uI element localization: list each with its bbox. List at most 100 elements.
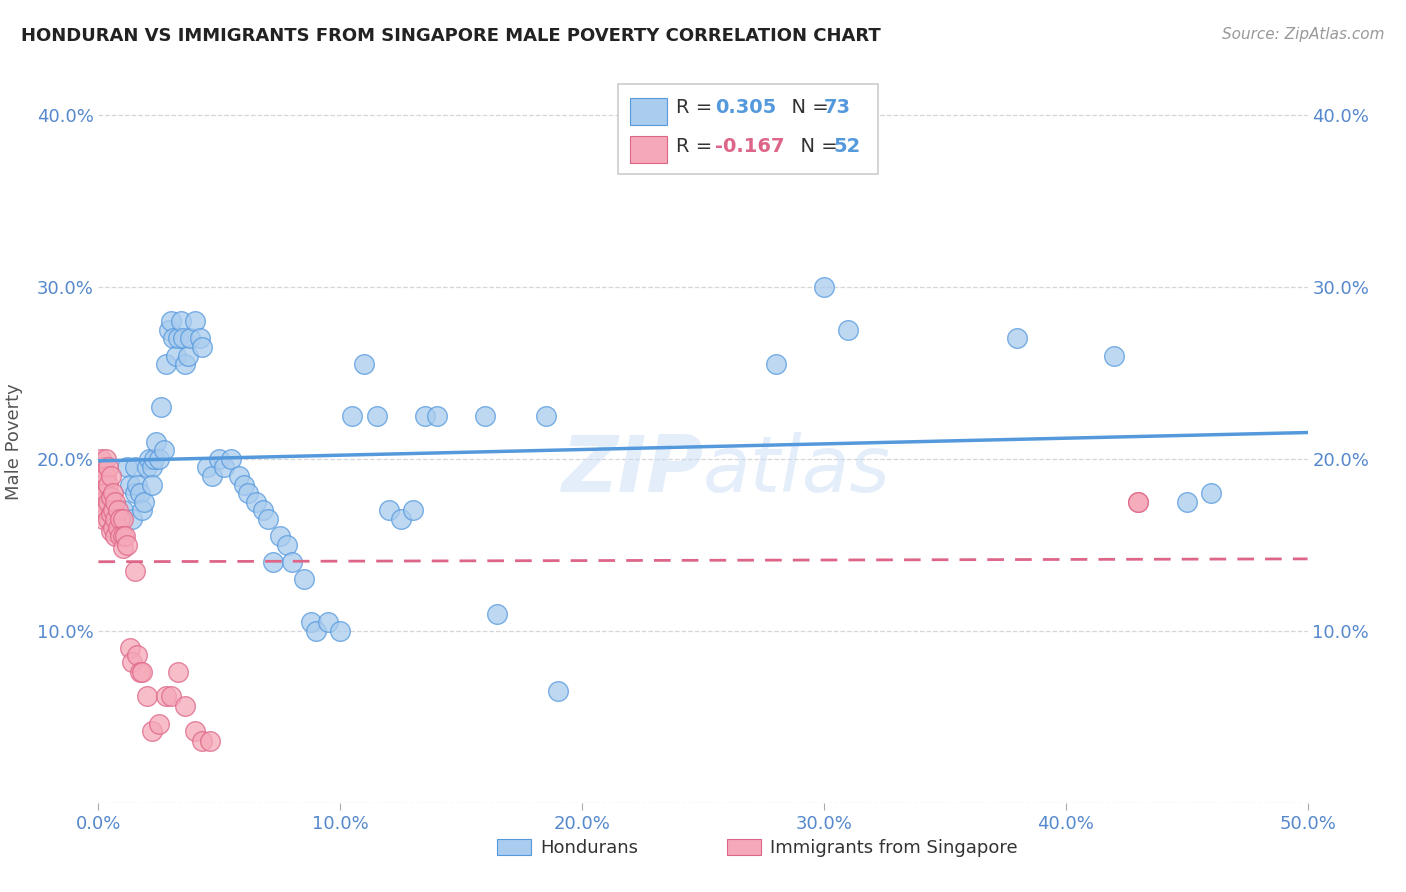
Point (100, 490, 122, 504)
Point (111, 512, 134, 526)
Point (426, 409, 449, 423)
Point (262, 555, 284, 569)
Point (107, 520, 129, 534)
Text: N =: N = (779, 98, 835, 118)
Point (97, 477, 120, 491)
Point (1102, 349, 1125, 363)
Point (221, 451, 243, 466)
Point (342, 409, 364, 423)
Point (169, 314, 191, 328)
Point (377, 503, 399, 517)
Point (114, 529, 136, 543)
Point (90, 451, 112, 466)
Text: Source: ZipAtlas.com: Source: ZipAtlas.com (1222, 27, 1385, 42)
Point (97, 512, 120, 526)
Point (155, 689, 177, 703)
Point (474, 409, 496, 423)
Point (157, 323, 180, 337)
FancyBboxPatch shape (498, 838, 531, 855)
Point (121, 512, 143, 526)
Point (100, 524, 122, 538)
Point (252, 503, 274, 517)
Point (155, 357, 177, 371)
Point (100, 507, 122, 521)
Point (174, 699, 197, 714)
Point (141, 477, 163, 491)
Point (184, 723, 207, 738)
Point (104, 529, 127, 543)
Point (198, 734, 221, 748)
Point (174, 357, 197, 371)
Point (191, 734, 214, 748)
Point (108, 512, 131, 526)
Point (148, 716, 170, 731)
Point (131, 503, 153, 517)
Text: 52: 52 (834, 136, 860, 155)
Point (188, 331, 211, 345)
Point (160, 314, 183, 328)
Point (179, 331, 201, 345)
FancyBboxPatch shape (630, 97, 666, 125)
Point (91, 494, 114, 508)
Point (91, 460, 114, 475)
Point (127, 648, 149, 662)
FancyBboxPatch shape (727, 838, 761, 855)
Point (100, 469, 122, 483)
Point (256, 512, 278, 526)
Point (837, 323, 859, 337)
Point (547, 684, 569, 698)
Point (281, 555, 304, 569)
Point (172, 331, 194, 345)
Point (108, 529, 131, 543)
Point (201, 469, 224, 483)
Point (160, 689, 183, 703)
Point (245, 494, 267, 508)
Text: 0.305: 0.305 (716, 98, 776, 118)
Point (118, 477, 141, 491)
Point (111, 529, 134, 543)
Point (1199, 486, 1222, 500)
Point (111, 541, 134, 556)
Point (91, 512, 114, 526)
FancyBboxPatch shape (630, 136, 666, 163)
Text: ZIP: ZIP (561, 433, 703, 508)
Point (128, 665, 150, 679)
Point (143, 451, 166, 466)
Point (1128, 494, 1150, 508)
Point (292, 572, 315, 586)
Point (402, 503, 425, 517)
Text: N =: N = (787, 136, 844, 155)
Point (299, 615, 322, 630)
Text: -0.167: -0.167 (716, 136, 785, 155)
Point (104, 494, 127, 508)
Text: atlas: atlas (703, 433, 891, 508)
Point (97, 460, 120, 475)
Point (191, 340, 214, 354)
Text: HONDURAN VS IMMIGRANTS FROM SINGAPORE MALE POVERTY CORRELATION CHART: HONDURAN VS IMMIGRANTS FROM SINGAPORE MA… (21, 27, 880, 45)
Point (765, 357, 787, 371)
Point (167, 665, 190, 679)
Point (124, 564, 146, 578)
Point (1007, 331, 1029, 345)
Point (148, 451, 170, 466)
Point (107, 503, 129, 517)
Point (100, 494, 122, 508)
Point (167, 331, 190, 345)
Point (184, 314, 207, 328)
Text: 73: 73 (824, 98, 851, 118)
Point (97, 494, 120, 508)
Point (90, 460, 112, 475)
Point (238, 486, 260, 500)
Point (90, 486, 112, 500)
Point (124, 460, 146, 475)
Text: R =: R = (676, 98, 718, 118)
Point (269, 529, 291, 543)
Point (117, 460, 139, 475)
Point (101, 486, 124, 500)
Point (813, 279, 835, 293)
Point (162, 331, 184, 345)
Point (135, 689, 157, 703)
Point (316, 615, 339, 630)
Point (101, 520, 124, 534)
Point (131, 665, 153, 679)
